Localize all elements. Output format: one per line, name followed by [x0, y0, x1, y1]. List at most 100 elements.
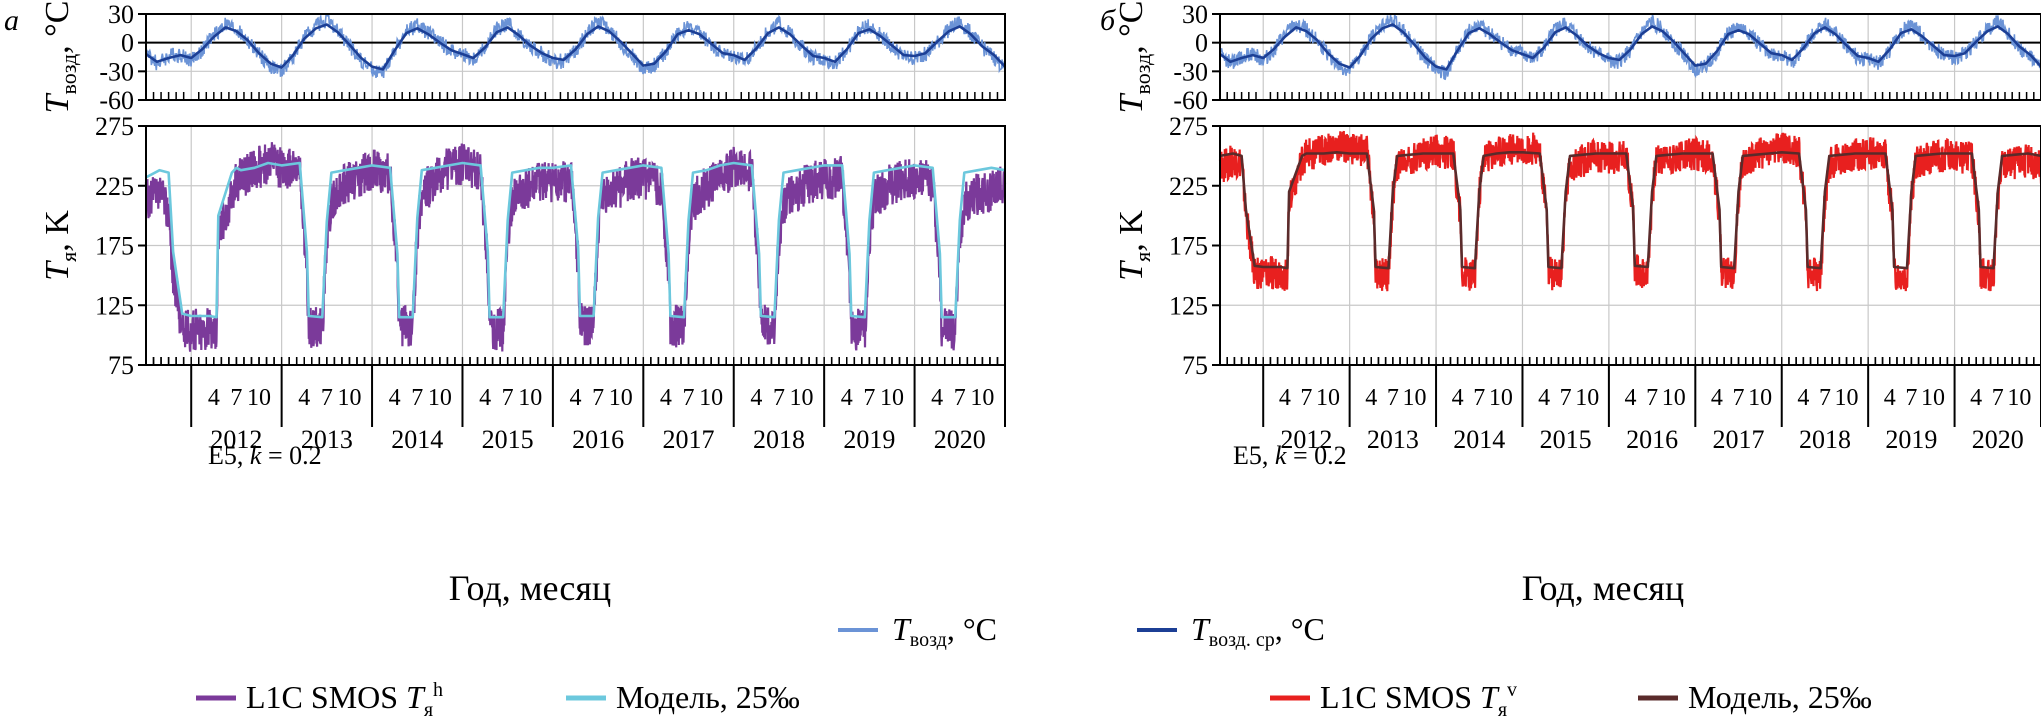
month-tick-label: 10 [609, 385, 633, 411]
y-tick-label: 30 [108, 0, 134, 29]
month-tick-label: 10 [699, 385, 723, 411]
air-temperature-chart-b: 300-30-60 Tвозд, °C [1113, 0, 2041, 115]
legend-item-air-mean: Tвозд. ср, °C [1137, 611, 1325, 651]
y-tick-label: 0 [1195, 29, 1208, 58]
month-tick-label: 7 [1387, 385, 1399, 411]
y-tick-label: -60 [99, 86, 134, 115]
legend: Tвозд, °C Tвозд. ср, °C L1C SMOS Tяh Мод… [196, 611, 1872, 721]
month-tick-label: 10 [337, 385, 361, 411]
month-tick-label: 4 [1538, 385, 1550, 411]
year-label: 2020 [934, 425, 986, 454]
y-axis-label: Tвозд, °C [1113, 1, 1155, 114]
month-tick-label: 7 [230, 385, 242, 411]
legend-label-model-b: Модель, 25‰ [1688, 679, 1872, 715]
series-model_b [1219, 151, 2041, 270]
month-tick-label: 7 [1992, 385, 2004, 411]
month-tick-label: 10 [2007, 385, 2031, 411]
legend-label-air: Tвозд, °C [892, 611, 997, 651]
series-air [145, 13, 1006, 79]
y-tick-label: 125 [1169, 291, 1208, 320]
month-tick-label: 4 [750, 385, 762, 411]
y-axis-label: Tя, K [1113, 210, 1155, 281]
year-label: 2019 [843, 425, 895, 454]
month-tick-label: 7 [411, 385, 423, 411]
panel-letter: б [1100, 4, 1116, 37]
y-tick-label: 275 [1169, 112, 1208, 141]
series-air_mean [145, 23, 1006, 71]
legend-item-model-b: Модель, 25‰ [1638, 679, 1872, 715]
month-tick-label: 4 [1365, 385, 1377, 411]
month-tick-label: 7 [954, 385, 966, 411]
month-tick-label: 10 [880, 385, 904, 411]
month-tick-label: 7 [773, 385, 785, 411]
month-tick-label: 4 [1970, 385, 1982, 411]
series-air [1219, 14, 2041, 81]
month-tick-label: 10 [1835, 385, 1859, 411]
y-tick-label: -60 [1173, 86, 1208, 115]
legend-item-smos-v: L1C SMOS Tяv [1270, 679, 1517, 721]
annotation-b: E5, k = 0.2 [1233, 441, 1347, 470]
year-label: 2018 [1799, 425, 1851, 454]
month-tick-label: 7 [1300, 385, 1312, 411]
month-tick-label: 10 [1316, 385, 1340, 411]
y-tick-label: 0 [121, 29, 134, 58]
y-tick-label: -30 [1173, 57, 1208, 86]
month-tick-label: 10 [1402, 385, 1426, 411]
month-tick-label: 4 [208, 385, 220, 411]
month-tick-label: 7 [1560, 385, 1572, 411]
month-tick-label: 4 [1884, 385, 1896, 411]
month-tick-label: 7 [863, 385, 875, 411]
year-label: 2017 [663, 425, 715, 454]
panel-letter: а [4, 4, 19, 37]
month-tick-label: 10 [1662, 385, 1686, 411]
x-axis-label: Год, месяц [449, 568, 611, 608]
y-tick-label: 175 [1169, 232, 1208, 261]
month-tick-label: 7 [683, 385, 695, 411]
air-temperature-chart-a: 300-30-60 Tвозд, °C [39, 0, 1006, 115]
series-model_a [145, 161, 1006, 319]
year-label: 2018 [753, 425, 805, 454]
year-label: 2012 [1280, 425, 1332, 454]
legend-item-air: Tвозд, °C [838, 611, 997, 651]
panel-a: а 300-30-60 Tвозд, °C 275 225 175 125 75 Tя, K… [4, 0, 1007, 608]
month-tick-label: 7 [1733, 385, 1745, 411]
y-tick-label: -30 [99, 57, 134, 86]
month-tick-label: 10 [790, 385, 814, 411]
year-label: 2020 [1972, 425, 2024, 454]
y-axis-label: Tя, K [39, 210, 81, 281]
annotation-a: E5, k = 0.2 [208, 441, 322, 470]
month-tick-label: 4 [479, 385, 491, 411]
month-tick-label: 10 [428, 385, 452, 411]
month-tick-label: 4 [1711, 385, 1723, 411]
series-air_mean [1219, 23, 2041, 71]
month-tick-label: 4 [1625, 385, 1637, 411]
legend-label-smos-v: L1C SMOS Tяv [1320, 679, 1517, 721]
y-tick-label: 225 [1169, 172, 1208, 201]
y-axis-label: Tвозд, °C [39, 1, 81, 114]
year-label: 2019 [1885, 425, 1937, 454]
month-tick-label: 7 [1646, 385, 1658, 411]
year-label: 2014 [1453, 425, 1505, 454]
legend-label-model-a: Модель, 25‰ [616, 679, 800, 715]
y-tick-label: 175 [95, 232, 134, 261]
legend-item-model-a: Модель, 25‰ [566, 679, 800, 715]
month-tick-label: 4 [389, 385, 401, 411]
year-label: 2016 [1626, 425, 1678, 454]
month-tick-label: 10 [247, 385, 271, 411]
legend-item-smos-h: L1C SMOS Tяh [196, 679, 443, 721]
y-tick-label: 125 [95, 291, 134, 320]
x-axis-label: Год, месяц [1522, 568, 1684, 608]
year-label: 2015 [1540, 425, 1592, 454]
panel-b: б 300-30-60 Tвозд, °C 275 225 175 125 75 Tя, K… [1100, 0, 2041, 608]
year-label: 2014 [391, 425, 443, 454]
y-tick-label: 30 [1182, 0, 1208, 29]
month-tick-label: 10 [1921, 385, 1945, 411]
month-tick-label: 7 [592, 385, 604, 411]
month-tick-label: 10 [1489, 385, 1513, 411]
year-label: 2013 [1367, 425, 1419, 454]
brightness-temperature-chart-a: 275 225 175 125 75 Tя, K [39, 112, 1007, 380]
year-label: 2015 [482, 425, 534, 454]
